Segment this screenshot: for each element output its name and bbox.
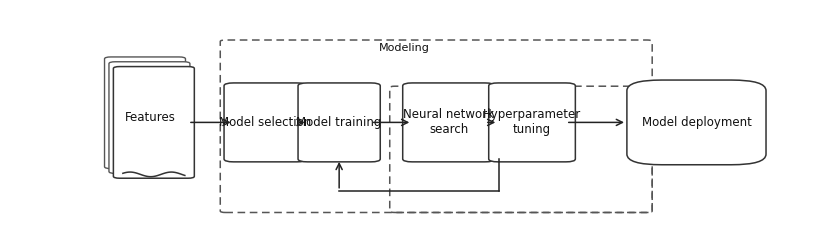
FancyBboxPatch shape [113, 66, 194, 178]
Text: Model training: Model training [296, 116, 382, 129]
Text: Features: Features [126, 111, 176, 124]
FancyBboxPatch shape [109, 62, 190, 174]
FancyBboxPatch shape [298, 83, 380, 162]
FancyBboxPatch shape [403, 83, 494, 162]
Text: Model deployment: Model deployment [641, 116, 752, 129]
Text: Neural network
search: Neural network search [403, 108, 494, 136]
FancyBboxPatch shape [489, 83, 575, 162]
FancyBboxPatch shape [627, 80, 766, 165]
FancyBboxPatch shape [224, 83, 306, 162]
Text: Model selection: Model selection [219, 116, 311, 129]
Text: Modeling: Modeling [379, 43, 430, 53]
Text: Hyperparameter
tuning: Hyperparameter tuning [483, 108, 581, 136]
Text: Model evaluation: Model evaluation [460, 89, 557, 99]
FancyBboxPatch shape [104, 57, 185, 168]
